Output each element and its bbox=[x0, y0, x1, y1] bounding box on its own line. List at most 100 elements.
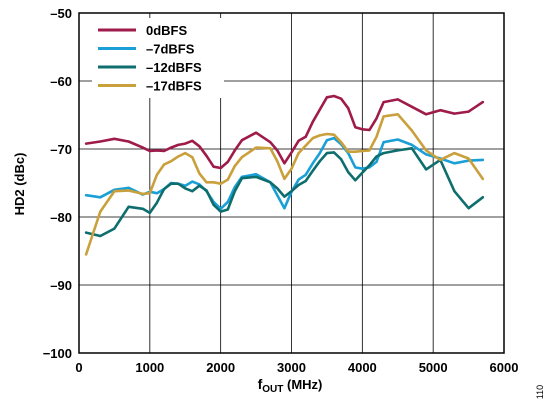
data-point bbox=[453, 152, 456, 155]
data-point bbox=[127, 140, 130, 143]
data-point bbox=[467, 157, 470, 160]
data-point bbox=[148, 149, 151, 153]
data-point bbox=[240, 156, 243, 159]
data-point bbox=[212, 203, 215, 206]
data-point bbox=[304, 179, 307, 183]
data-point bbox=[191, 156, 194, 159]
data-point bbox=[410, 143, 413, 146]
data-point bbox=[205, 154, 208, 157]
data-point bbox=[219, 182, 222, 185]
data-point bbox=[184, 152, 187, 155]
series-line bbox=[84, 94, 485, 170]
data-point bbox=[255, 173, 258, 176]
data-point bbox=[191, 180, 194, 183]
data-point bbox=[304, 135, 307, 138]
data-point bbox=[382, 101, 385, 104]
data-point bbox=[162, 163, 166, 166]
data-point bbox=[354, 166, 357, 169]
data-point bbox=[304, 173, 307, 176]
x-tick-label: 1000 bbox=[135, 360, 164, 375]
data-point bbox=[425, 168, 428, 171]
data-point bbox=[127, 205, 130, 208]
data-point bbox=[219, 210, 222, 213]
data-point bbox=[297, 178, 300, 181]
data-point bbox=[276, 194, 279, 197]
data-point bbox=[283, 195, 286, 198]
data-point bbox=[269, 181, 272, 184]
data-point bbox=[191, 139, 194, 142]
data-point bbox=[311, 162, 314, 165]
data-point bbox=[198, 184, 201, 187]
data-point bbox=[233, 149, 236, 152]
data-point bbox=[453, 112, 456, 115]
data-point bbox=[368, 128, 371, 132]
data-point bbox=[290, 190, 293, 193]
legend-label: –7dBFS bbox=[146, 42, 195, 57]
data-point bbox=[85, 231, 88, 234]
data-point bbox=[354, 150, 357, 153]
data-point bbox=[425, 149, 428, 152]
data-point bbox=[255, 175, 258, 178]
legend-label: –12dBFS bbox=[146, 60, 202, 75]
data-point bbox=[332, 137, 336, 140]
data-point bbox=[410, 129, 413, 132]
data-point bbox=[269, 141, 272, 144]
x-tick-label: 2000 bbox=[206, 360, 235, 375]
data-point bbox=[276, 149, 279, 152]
data-point bbox=[219, 166, 222, 170]
x-axis-title-unit: (MHz) bbox=[283, 377, 322, 392]
data-point bbox=[304, 144, 307, 147]
data-point bbox=[318, 134, 321, 137]
data-point bbox=[481, 158, 484, 161]
data-point bbox=[290, 167, 293, 170]
data-point bbox=[226, 200, 229, 204]
x-tick-label: 3000 bbox=[277, 360, 306, 375]
data-point bbox=[240, 177, 243, 180]
data-point bbox=[127, 186, 130, 189]
data-point bbox=[332, 151, 336, 154]
data-point bbox=[113, 227, 116, 230]
data-point bbox=[85, 142, 88, 145]
data-point bbox=[361, 171, 364, 174]
data-point bbox=[375, 155, 378, 158]
x-tick-label: 4000 bbox=[348, 360, 377, 375]
data-point bbox=[425, 153, 428, 156]
data-point bbox=[177, 143, 180, 146]
data-point bbox=[205, 181, 208, 184]
data-point bbox=[283, 177, 286, 180]
data-point bbox=[184, 187, 187, 190]
data-point bbox=[283, 207, 286, 210]
x-tick-labels: 0 1000 2000 3000 4000 5000 6000 bbox=[75, 360, 518, 375]
data-point bbox=[382, 141, 385, 144]
data-point bbox=[325, 152, 328, 155]
y-tick-label: –80 bbox=[50, 210, 72, 225]
series-line bbox=[84, 113, 485, 256]
data-point bbox=[170, 160, 173, 163]
data-point bbox=[318, 108, 321, 111]
data-point bbox=[155, 173, 158, 176]
data-point bbox=[396, 113, 399, 116]
data-point bbox=[99, 140, 102, 143]
data-point bbox=[170, 146, 173, 149]
data-point bbox=[368, 164, 371, 167]
data-point bbox=[184, 184, 187, 187]
data-point bbox=[297, 183, 300, 187]
data-point bbox=[255, 131, 258, 134]
figure-id: 110 bbox=[535, 385, 545, 399]
data-point bbox=[311, 120, 314, 123]
data-point bbox=[198, 145, 201, 148]
data-point bbox=[340, 158, 343, 161]
data-point bbox=[177, 182, 180, 185]
series-lines bbox=[84, 94, 485, 256]
data-point bbox=[240, 139, 243, 142]
series-3 bbox=[84, 113, 485, 256]
legend: 0dBFS –7dBFS –12dBFS –17dBFS bbox=[92, 18, 224, 98]
data-point bbox=[113, 190, 116, 193]
legend-label: 0dBFS bbox=[146, 23, 188, 38]
data-point bbox=[318, 160, 321, 163]
data-point bbox=[276, 187, 279, 190]
data-point bbox=[375, 117, 378, 120]
y-tick-label: –70 bbox=[50, 142, 72, 157]
series-line bbox=[84, 147, 485, 238]
data-point bbox=[439, 109, 442, 112]
